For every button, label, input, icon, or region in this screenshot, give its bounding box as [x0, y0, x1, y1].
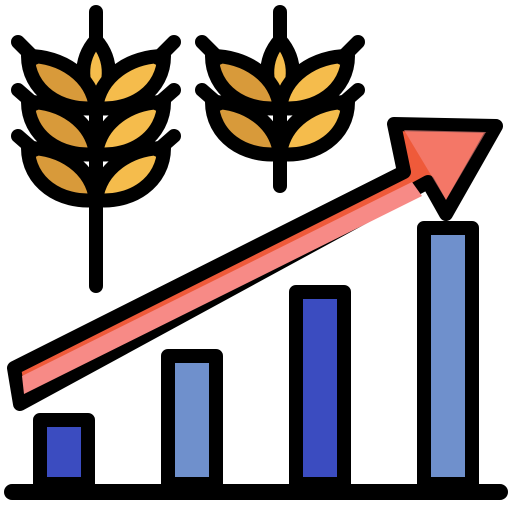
growth-arrow-highlight: [22, 182, 422, 394]
growth-arrow-icon: [7, 117, 503, 411]
wheat-right-spike-4: [335, 83, 365, 111]
wheat-left-spike-2: [151, 35, 181, 65]
wheat-left-icon: [11, 5, 181, 293]
bars-group: [33, 221, 479, 491]
wheat-left-grain-r3: [89, 141, 171, 208]
bar-3: [289, 285, 351, 491]
wheat-left-grain-r1: [89, 49, 171, 116]
wheat-left-spike-5: [11, 129, 41, 157]
wheat-left-spike-3: [11, 83, 41, 111]
wheat-left-spike-1: [11, 35, 41, 65]
wheat-left-spike-4: [151, 83, 181, 111]
bar-1: [33, 413, 95, 491]
bar-4: [417, 221, 479, 491]
wheat-right-grain-r1: [273, 49, 355, 116]
wheat-right-grain-r2: [273, 95, 355, 162]
wheat-right-icon: [195, 5, 365, 193]
wheat-left-spike-6: [151, 129, 181, 157]
wheat-right-spike-2: [335, 35, 365, 65]
wheat-right-spike-1: [195, 35, 225, 65]
growth-arrow-head-highlight: [404, 130, 486, 200]
wheat-left-grain-r2: [89, 95, 171, 162]
wheat-right-spike-3: [195, 83, 225, 111]
bar-2: [161, 349, 223, 491]
